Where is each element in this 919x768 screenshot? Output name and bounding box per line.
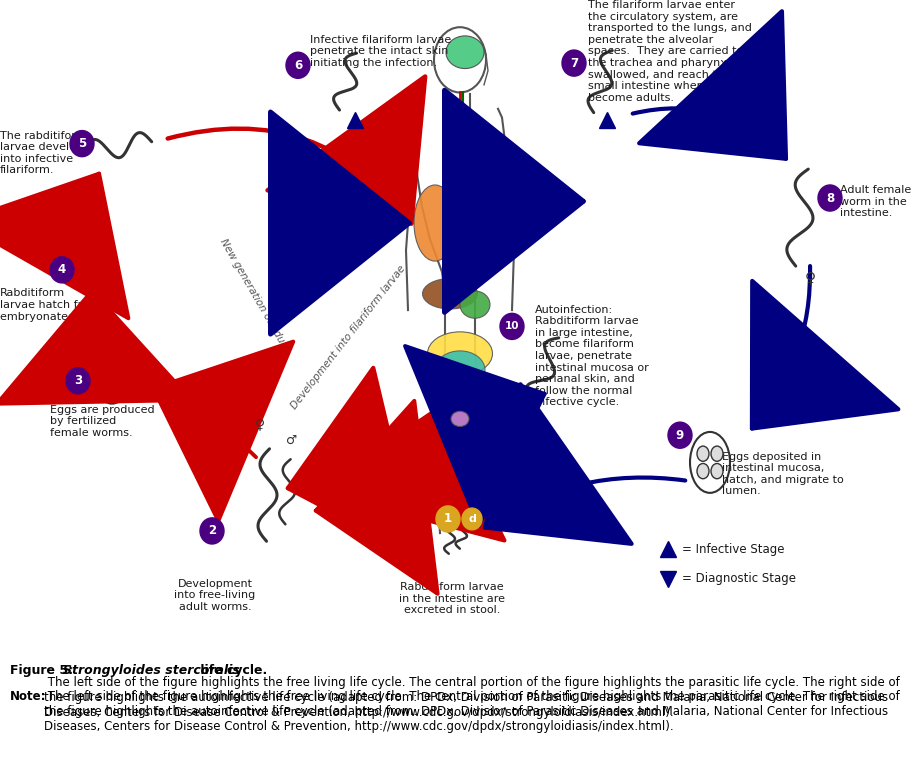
Ellipse shape	[446, 36, 483, 68]
Text: = Infective Stage: = Infective Stage	[681, 543, 784, 556]
Text: ♀: ♀	[255, 417, 265, 432]
Ellipse shape	[435, 351, 484, 389]
Circle shape	[499, 313, 524, 339]
Ellipse shape	[446, 391, 473, 415]
Text: d: d	[468, 514, 475, 524]
Text: The rabditiform
larvae develop
into infective
filariform.: The rabditiform larvae develop into infe…	[0, 131, 86, 175]
Text: 5: 5	[78, 137, 86, 150]
Circle shape	[50, 257, 74, 283]
Ellipse shape	[422, 279, 477, 309]
Text: ♀: ♀	[803, 270, 814, 285]
Circle shape	[461, 508, 482, 530]
Text: The filariform larvae enter
the circulatory system, are
transported to the lungs: The filariform larvae enter the circulat…	[587, 0, 751, 103]
Text: Strongyloides stercoralis: Strongyloides stercoralis	[62, 664, 239, 677]
Text: Eggs deposited in
intestinal mucosa,
hatch, and migrate to
lumen.: Eggs deposited in intestinal mucosa, hat…	[721, 452, 843, 496]
Ellipse shape	[710, 464, 722, 478]
Circle shape	[817, 185, 841, 211]
Text: Figure 5:: Figure 5:	[10, 664, 77, 677]
Text: Adult female
worm in the
intestine.: Adult female worm in the intestine.	[839, 185, 910, 218]
Ellipse shape	[450, 412, 469, 426]
Ellipse shape	[99, 376, 111, 392]
Text: Autoinfection:
Rabditiform larvae
in large intestine,
become filariform
larvae, : Autoinfection: Rabditiform larvae in lar…	[535, 305, 648, 408]
Ellipse shape	[460, 291, 490, 318]
Text: 6: 6	[293, 59, 301, 71]
Text: 10: 10	[505, 321, 518, 332]
Ellipse shape	[94, 347, 130, 404]
Circle shape	[667, 422, 691, 449]
Text: Eggs are produced
by fertilized
female worms.: Eggs are produced by fertilized female w…	[50, 405, 154, 438]
Ellipse shape	[463, 185, 505, 261]
Ellipse shape	[99, 359, 111, 374]
Text: New generation of adults: New generation of adults	[218, 237, 291, 355]
Text: Rabditiform larvae
in the intestine are
excreted in stool.: Rabditiform larvae in the intestine are …	[399, 582, 505, 615]
Text: ♂: ♂	[286, 434, 298, 447]
Text: Development into filariform larvae: Development into filariform larvae	[289, 263, 407, 411]
Circle shape	[436, 506, 460, 532]
Text: = Diagnostic Stage: = Diagnostic Stage	[681, 572, 795, 585]
Text: life cycle.: life cycle.	[196, 664, 267, 677]
Circle shape	[66, 368, 90, 394]
Text: AUTOINFECTION: AUTOINFECTION	[495, 391, 508, 512]
Ellipse shape	[697, 464, 709, 478]
Ellipse shape	[710, 446, 722, 462]
Text: 7: 7	[569, 57, 577, 70]
Ellipse shape	[414, 185, 456, 261]
Text: The left side of the figure highlights the free living life cycle. The central p: The left side of the figure highlights t…	[44, 676, 899, 719]
Circle shape	[199, 518, 223, 544]
Ellipse shape	[427, 332, 492, 376]
Circle shape	[562, 50, 585, 76]
Text: 4: 4	[58, 263, 66, 276]
Circle shape	[70, 131, 94, 157]
Ellipse shape	[689, 432, 729, 493]
Text: 1: 1	[444, 512, 451, 525]
Ellipse shape	[697, 446, 709, 462]
Text: Development
into free-living
adult worms.: Development into free-living adult worms…	[175, 579, 255, 612]
Text: Infective filariform larvae
penetrate the intact skin
initiating the infection.: Infective filariform larvae penetrate th…	[310, 35, 450, 68]
Text: Note:: Note:	[10, 690, 47, 703]
Text: 9: 9	[675, 429, 684, 442]
Text: 2: 2	[208, 525, 216, 538]
Ellipse shape	[113, 359, 125, 374]
Ellipse shape	[113, 376, 125, 392]
Ellipse shape	[452, 219, 477, 249]
Text: The left side of the figure highlights the free living life cycle. The central p: The left side of the figure highlights t…	[44, 690, 899, 733]
Text: Rabditiform
larvae hatch from
embryonated eggs.: Rabditiform larvae hatch from embryonate…	[0, 288, 109, 322]
Text: 3: 3	[74, 374, 82, 387]
Text: 8: 8	[825, 191, 834, 204]
Circle shape	[286, 52, 310, 78]
